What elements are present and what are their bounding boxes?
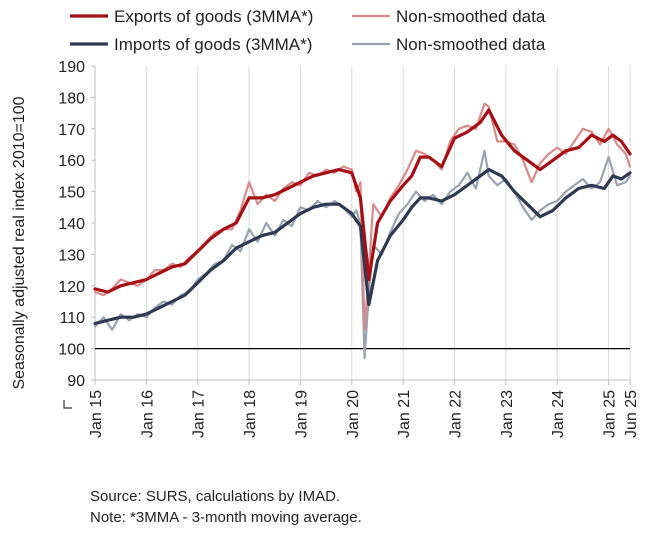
x-tick-label: Jan 21 (396, 390, 413, 438)
y-tick-label: 170 (58, 122, 85, 139)
x-tick-label: Jan 19 (293, 390, 310, 438)
x-tick-label: Jan 25 (602, 390, 619, 438)
y-tick-label: 190 (58, 59, 85, 76)
y-tick-label: 100 (58, 342, 85, 359)
chart-notes: Source: SURS, calculations by IMAD. Note… (90, 486, 362, 528)
y-tick-label: 150 (58, 185, 85, 202)
y-tick-label: 120 (58, 279, 85, 296)
y-tick-label: 130 (58, 247, 85, 264)
x-tick-label: Jan 18 (242, 390, 259, 438)
source-note: Source: SURS, calculations by IMAD. (90, 488, 341, 505)
x-tick-label: Jan 17 (191, 390, 208, 438)
y-tick-label: 140 (58, 216, 85, 233)
legend-label: Exports of goods (3MMA*) (114, 7, 313, 26)
x-tick-label: Jan 20 (345, 390, 362, 438)
axis-break-mark (63, 400, 72, 409)
legend-label: Non-smoothed data (396, 7, 546, 26)
legend-label: Imports of goods (3MMA*) (114, 35, 312, 54)
x-tick-label: Jan 22 (448, 390, 465, 438)
y-axis-label: Seasonally adjusted real index 2010=100 (11, 96, 28, 389)
y-tick-label: 90 (67, 373, 85, 390)
y-tick-label: 180 (58, 90, 85, 107)
moving-average-note: Note: *3MMA - 3-month moving average. (90, 509, 362, 526)
y-tick-label: 160 (58, 153, 85, 170)
series-line-exp3 (93, 108, 632, 294)
series-line-imp3 (93, 168, 632, 326)
y-tick-label: 110 (59, 310, 85, 327)
x-tick-label: Jan 24 (550, 390, 567, 438)
x-tick-label: Jan 16 (139, 390, 156, 438)
x-tick-label: Jun 25 (623, 390, 640, 438)
legend-label: Non-smoothed data (396, 35, 546, 54)
x-tick-label: Jan 23 (499, 390, 516, 438)
x-tick-label: Jan 15 (88, 390, 105, 438)
